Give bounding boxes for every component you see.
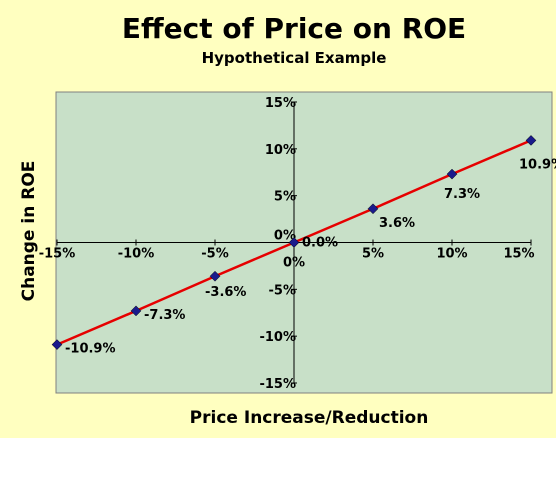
data-labels: -10.9% -7.3% -3.6% 0.0% 3.6% 7.3% 10.9% xyxy=(65,157,556,356)
y-tick-label: 10% xyxy=(265,143,296,158)
axes: -15% -10% -5% 0% 5% 10% 15% 15% 10% 5% 0% -5% -10% -1… xyxy=(39,96,535,392)
data-point xyxy=(446,168,458,180)
series-1 xyxy=(51,135,537,350)
data-point xyxy=(367,203,379,215)
data-label: 3.6% xyxy=(379,216,415,231)
x-tick-label: 15% xyxy=(503,247,534,262)
x-tick-label: -5% xyxy=(201,247,228,262)
chart-subtitle: Hypothetical Example xyxy=(202,49,387,67)
x-tick-label: -15% xyxy=(39,247,76,262)
y-tick-label: -15% xyxy=(259,377,296,392)
y-tick-label: 0% xyxy=(274,229,296,244)
y-tick-label: 15% xyxy=(265,96,296,111)
data-label: -3.6% xyxy=(205,285,246,300)
data-label: -7.3% xyxy=(144,308,185,323)
x-tick-label: 5% xyxy=(362,247,384,262)
y-axis-label: Change in ROE xyxy=(19,161,39,302)
x-axis-label: Price Increase/Reduction xyxy=(190,408,429,428)
data-point xyxy=(209,270,221,282)
chart-title: Effect of Price on ROE xyxy=(122,12,466,45)
data-point xyxy=(525,135,537,146)
data-label: -10.9% xyxy=(65,342,116,357)
chart-svg: Effect of Price on ROE Hypothetical Exam… xyxy=(19,12,556,428)
x-tick-label: -10% xyxy=(118,247,155,262)
data-point xyxy=(288,237,300,248)
data-label: 0.0% xyxy=(302,236,338,251)
y-tick-label: -5% xyxy=(269,283,296,298)
data-point xyxy=(51,339,63,350)
y-tick-label: -10% xyxy=(259,330,296,345)
x-tick-label: 10% xyxy=(436,247,467,262)
y-tick-label: 5% xyxy=(274,190,296,205)
data-label: 7.3% xyxy=(444,187,480,202)
data-point xyxy=(130,305,142,317)
chart-figure: Effect of Price on ROE Hypothetical Exam… xyxy=(0,0,556,438)
data-label: 10.9% xyxy=(519,157,556,172)
x-tick-label: 0% xyxy=(283,256,305,271)
